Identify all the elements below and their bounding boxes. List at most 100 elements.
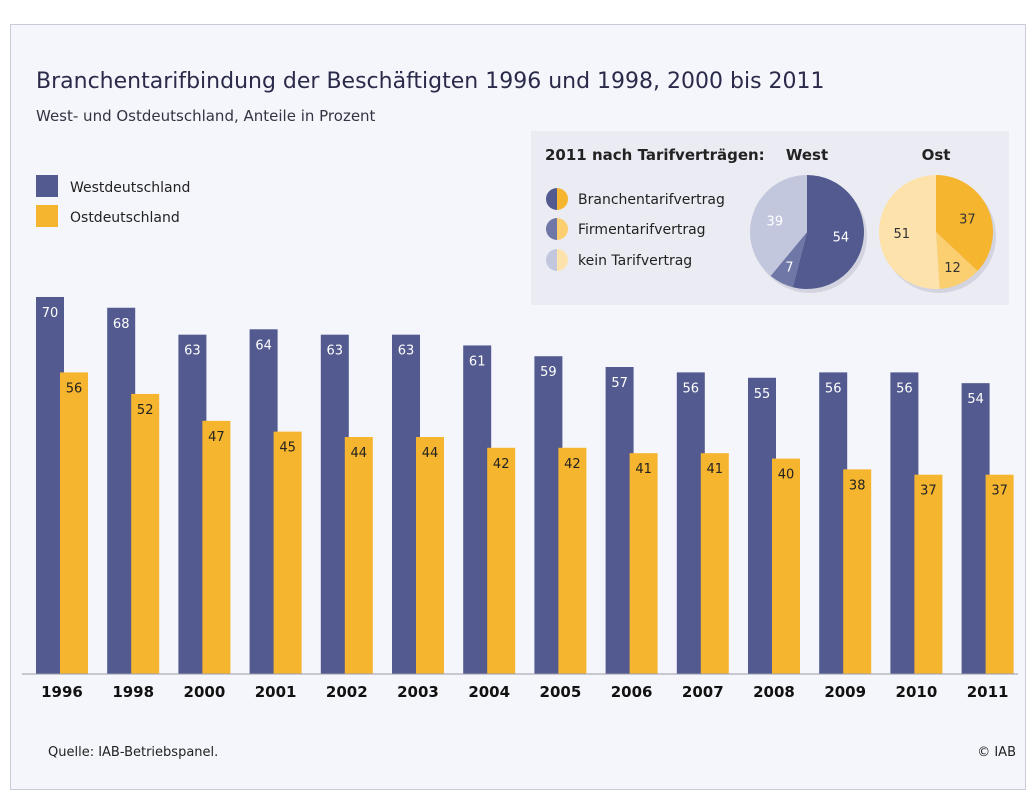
inset-legend-label-0: Branchentarifvertrag xyxy=(578,192,725,208)
bar-west-2002 xyxy=(320,334,349,674)
data-label-ost-2007: 41 xyxy=(707,462,724,477)
year-label-2009: 2009 xyxy=(824,683,866,701)
year-labels: 1996 1998 2000 2001 2002 2003 2004 2005 2006 2007… xyxy=(41,683,1008,701)
pie-label-west-1: 7 xyxy=(785,261,793,276)
bar-west-2000 xyxy=(178,334,207,674)
bar-group: 70 56 68 52 63 47 64 45 63 44 63 44 61 42 59 42 57 41 56 41… xyxy=(36,296,1014,674)
year-label-2008: 2008 xyxy=(753,683,795,701)
year-label-2002: 2002 xyxy=(326,683,368,701)
year-label-2006: 2006 xyxy=(611,683,653,701)
pie-title-ost: Ost xyxy=(922,146,951,164)
data-label-ost-2002: 44 xyxy=(351,446,368,461)
legend-halfcircle-west xyxy=(546,249,557,271)
year-label-2000: 2000 xyxy=(184,683,226,701)
data-label-west-2005: 59 xyxy=(540,365,557,380)
bar-west-2004 xyxy=(463,345,492,674)
chart-title: Branchentarifbindung der Beschäftigten 1… xyxy=(36,69,825,94)
bar-west-2009 xyxy=(819,372,848,674)
bar-west-2007 xyxy=(676,372,705,674)
bar-ost-2010 xyxy=(914,474,943,674)
bar-west-2003 xyxy=(392,334,420,674)
data-label-ost-1998: 52 xyxy=(137,403,154,418)
data-label-west-2004: 61 xyxy=(469,354,486,369)
data-label-west-1996: 70 xyxy=(42,306,59,321)
data-label-ost-2003: 44 xyxy=(422,446,439,461)
data-label-ost-2008: 40 xyxy=(778,468,795,483)
pie-label-ost-0: 37 xyxy=(959,212,976,227)
bar-ost-2007 xyxy=(700,453,729,674)
bar-legend: Westdeutschland Ostdeutschland xyxy=(36,175,190,227)
bar-ost-2009 xyxy=(843,469,872,674)
data-label-ost-2011: 37 xyxy=(991,484,1008,499)
pie-title-west: West xyxy=(786,146,828,164)
bar-ost-1998 xyxy=(131,393,160,674)
data-label-ost-2009: 38 xyxy=(849,478,866,493)
source-note: Quelle: IAB-Betriebspanel. xyxy=(48,745,218,760)
data-label-west-2009: 56 xyxy=(825,381,842,396)
bar-ost-2003 xyxy=(416,437,444,674)
year-label-2010: 2010 xyxy=(896,683,938,701)
pie-slice-west-1 xyxy=(770,232,807,288)
data-label-west-2000: 63 xyxy=(184,344,201,359)
year-label-1998: 1998 xyxy=(112,683,154,701)
inset-legend: Branchentarifvertrag Firmentarifvertrag ke… xyxy=(546,188,725,271)
pie-slice-ost-2 xyxy=(878,175,940,289)
data-label-ost-1996: 56 xyxy=(66,381,83,396)
bar-ost-2002 xyxy=(344,437,373,674)
legend-halfcircle-ost xyxy=(557,218,568,240)
bar-west-2008 xyxy=(748,377,776,674)
year-label-2011: 2011 xyxy=(967,683,1009,701)
data-label-ost-2004: 42 xyxy=(493,457,510,472)
year-label-2005: 2005 xyxy=(540,683,582,701)
data-label-ost-2001: 45 xyxy=(279,441,296,456)
legend-swatch-ost xyxy=(36,205,58,227)
bar-west-2001 xyxy=(249,329,278,674)
data-label-west-2006: 57 xyxy=(611,376,628,391)
legend-halfcircle-west xyxy=(546,218,557,240)
bar-west-2011 xyxy=(961,383,990,674)
pie-label-west-0: 54 xyxy=(833,230,850,245)
inset-legend-item-0: Branchentarifvertrag xyxy=(546,188,725,210)
data-label-ost-2000: 47 xyxy=(208,430,225,445)
data-label-west-2008: 55 xyxy=(754,387,771,402)
legend-halfcircle-ost xyxy=(557,188,568,210)
data-label-west-2002: 63 xyxy=(327,344,344,359)
year-label-2004: 2004 xyxy=(468,683,510,701)
bar-west-2005 xyxy=(534,356,563,674)
data-label-ost-2006: 41 xyxy=(635,462,652,477)
chart-subtitle: West- und Ostdeutschland, Anteile in Pro… xyxy=(36,107,376,125)
bar-ost-2001 xyxy=(273,431,302,674)
pie-slice-west-2 xyxy=(750,174,807,276)
bar-ost-2006 xyxy=(629,453,658,674)
legend-swatch-west xyxy=(36,175,58,197)
data-label-ost-2010: 37 xyxy=(920,484,937,499)
pie-slice-ost-1 xyxy=(936,232,978,289)
data-label-west-2010: 56 xyxy=(896,381,913,396)
bar-ost-2005 xyxy=(558,447,587,674)
legend-halfcircle-ost xyxy=(557,249,568,271)
data-label-west-2001: 64 xyxy=(255,338,272,353)
inset-title: 2011 nach Tarifverträgen: xyxy=(545,146,765,164)
bar-ost-2004 xyxy=(487,447,516,674)
data-label-west-2007: 56 xyxy=(683,381,700,396)
inset-legend-item-2: kein Tarifvertrag xyxy=(546,249,692,271)
legend-halfcircle-west xyxy=(546,188,557,210)
data-label-west-2011: 54 xyxy=(967,392,984,407)
bar-west-1998 xyxy=(107,307,136,674)
legend-label-ost: Ostdeutschland xyxy=(70,210,180,226)
bar-west-1996 xyxy=(36,296,64,674)
pie-label-west-2: 39 xyxy=(767,214,784,229)
bar-west-2010 xyxy=(890,372,919,674)
copyright-note: © IAB xyxy=(977,745,1016,760)
legend-label-west: Westdeutschland xyxy=(70,180,190,196)
data-label-ost-2005: 42 xyxy=(564,457,581,472)
year-label-2007: 2007 xyxy=(682,683,724,701)
year-label-1996: 1996 xyxy=(41,683,83,701)
bar-west-2006 xyxy=(605,366,634,674)
pie-label-ost-2: 51 xyxy=(894,227,911,242)
data-label-west-2003: 63 xyxy=(398,344,415,359)
pie-charts: 54 7 39 37 12 51 xyxy=(750,174,996,293)
inset-legend-item-1: Firmentarifvertrag xyxy=(546,218,706,240)
bar-ost-1996 xyxy=(60,372,88,674)
